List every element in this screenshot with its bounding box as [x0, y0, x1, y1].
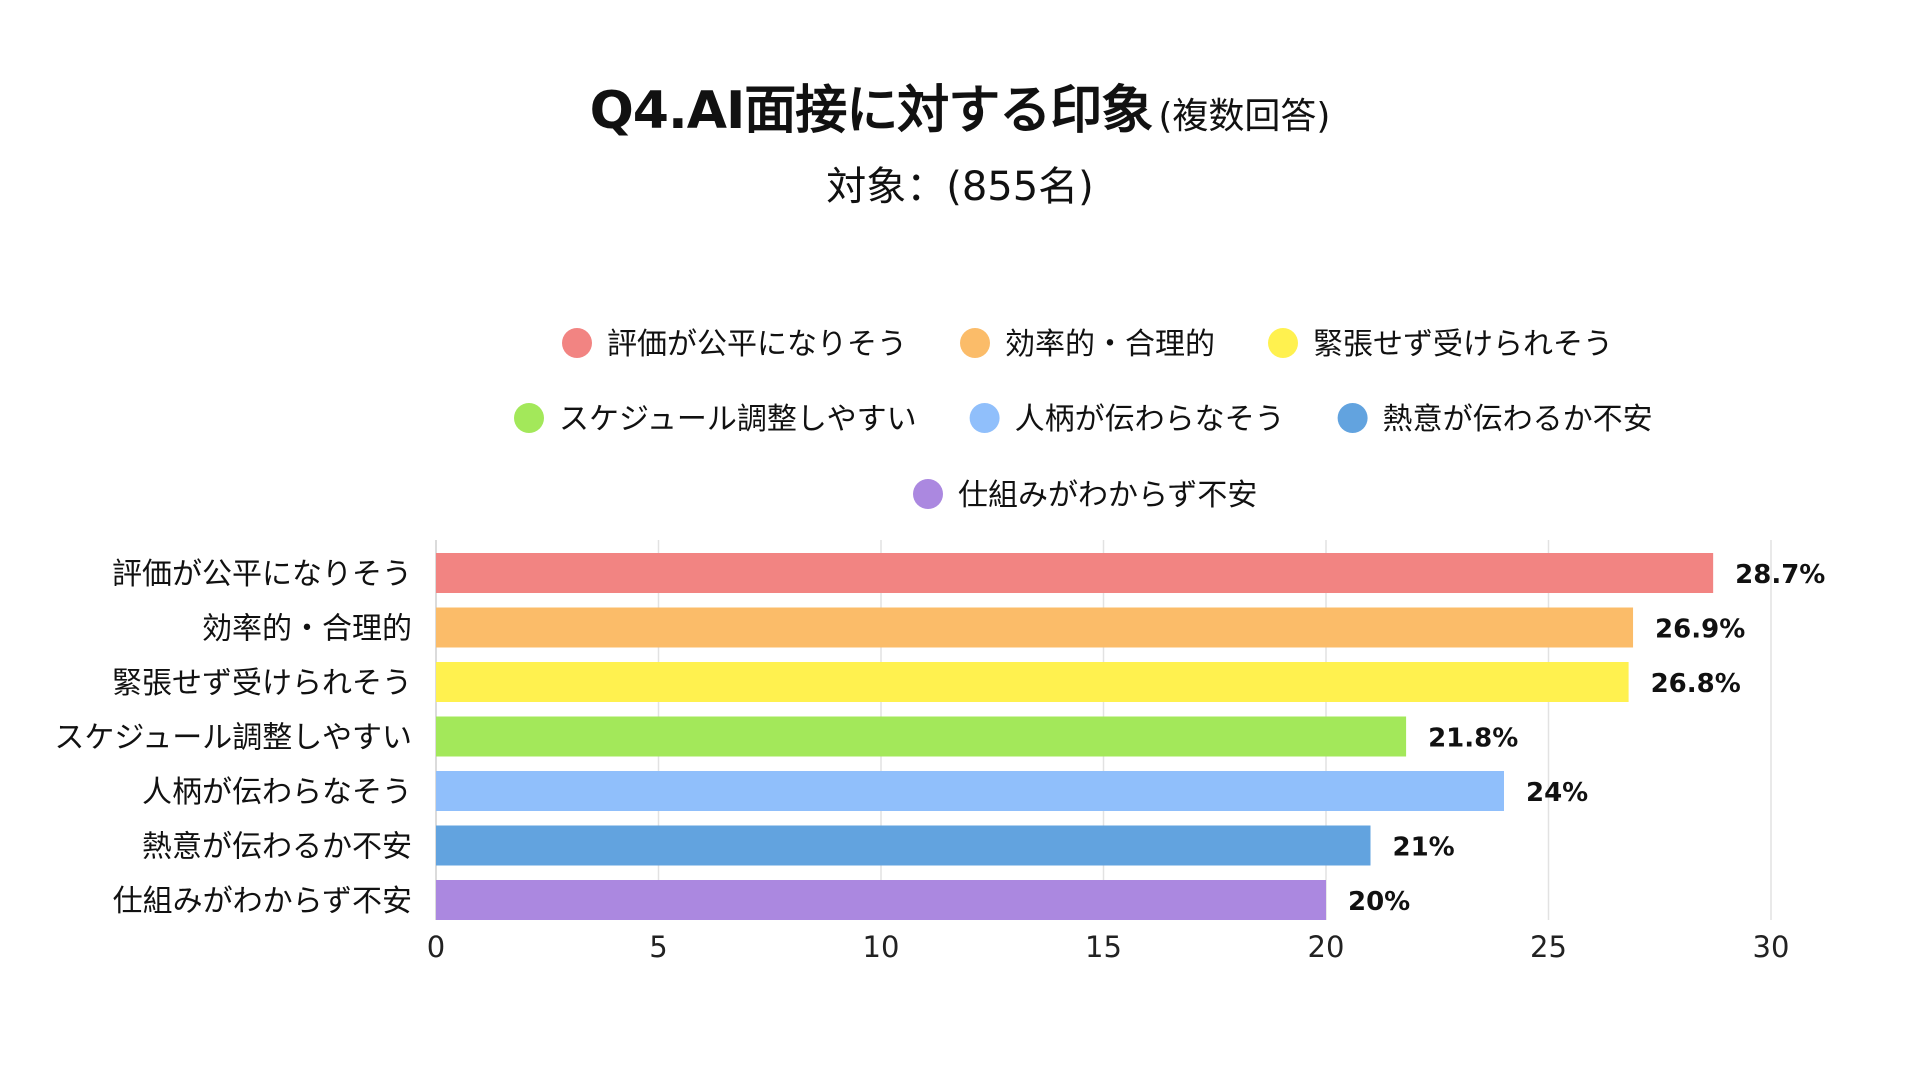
legend-swatch [1268, 328, 1298, 358]
legend-entry: 熱意が伝わるか不安 [1383, 402, 1653, 437]
category-label: 緊張せず受けられそう [112, 666, 412, 701]
legend-swatch [514, 403, 544, 433]
value-label: 24% [1526, 778, 1588, 808]
category-label: 熱意が伝わるか不安 [142, 830, 412, 865]
bar-4 [436, 716, 1407, 757]
category-label: 効率的・合理的 [202, 612, 412, 647]
category-label: スケジュール調整しやすい [54, 721, 412, 756]
legend-entry: スケジュール調整しやすい [559, 402, 917, 437]
category-label: 人柄が伝わらなそう [142, 775, 412, 810]
value-label: 28.7% [1735, 560, 1825, 590]
legend-swatch [969, 403, 1000, 433]
bar-6 [436, 825, 1371, 866]
x-tick-label: 5 [649, 930, 667, 964]
value-label: 26.8% [1651, 669, 1741, 699]
value-label: 21.8% [1428, 724, 1518, 754]
x-tick-label: 30 [1753, 930, 1790, 964]
value-label: 26.9% [1655, 615, 1745, 645]
bar-5 [436, 771, 1504, 811]
value-label: 20% [1348, 887, 1410, 917]
legend-swatch [913, 479, 943, 509]
chart-title-main: Q4.AI面接に対する印象 [589, 81, 1154, 141]
x-tick-label: 20 [1308, 930, 1345, 964]
x-tick-label: 25 [1530, 930, 1567, 964]
legend-entry: 人柄が伝わらなそう [1015, 402, 1285, 437]
chart-subtitle: 対象：(855名) [826, 164, 1094, 210]
legend-swatch [960, 328, 990, 358]
value-label: 21% [1393, 833, 1455, 863]
bar-2 [436, 607, 1634, 648]
category-label: 評価が公平になりそう [112, 557, 412, 592]
x-tick-label: 10 [863, 930, 900, 964]
chart-title: Q4.AI面接に対する印象 (複数回答) [0, 68, 1920, 143]
bar-3 [436, 662, 1629, 702]
legend-entry: 評価が公平になりそう [607, 327, 907, 362]
x-tick-label: 15 [1085, 930, 1122, 964]
bar-1 [436, 553, 1714, 593]
legend-entry: 効率的・合理的 [1005, 327, 1215, 362]
bar-7 [436, 880, 1326, 920]
legend-entry: 緊張せず受けられそう [1313, 327, 1613, 362]
legend-entry: 仕組みがわからず不安 [958, 478, 1257, 513]
x-tick-label: 0 [427, 930, 445, 964]
chart-title-note: (複数回答) [1158, 96, 1331, 137]
legend-swatch [1337, 403, 1368, 433]
legend-swatch [562, 328, 592, 358]
category-label: 仕組みがわからず不安 [113, 884, 412, 919]
